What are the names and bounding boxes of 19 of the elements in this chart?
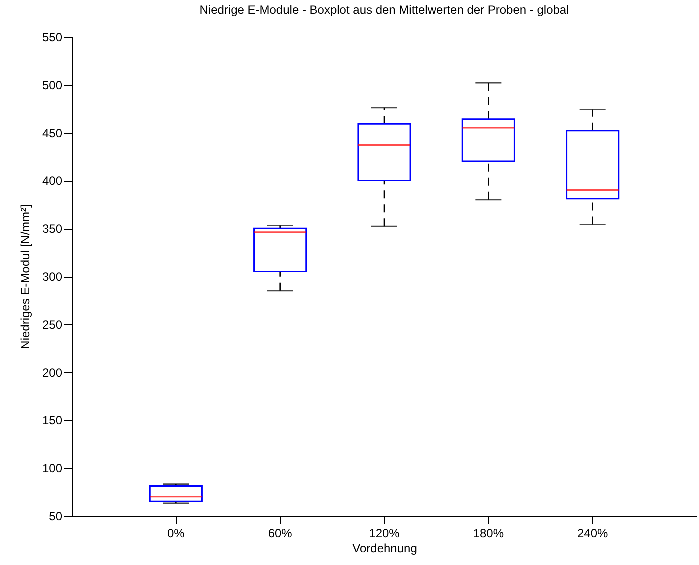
y-tick-label: 400 (42, 174, 63, 188)
y-tick-label: 350 (42, 222, 63, 236)
x-tick-label: 120% (369, 526, 400, 540)
x-tick-label: 180% (473, 526, 504, 540)
x-axis-title: Vordehnung (352, 542, 418, 556)
y-tick-label: 150 (42, 414, 63, 428)
y-tick-label: 250 (42, 318, 63, 332)
y-tick-label: 50 (49, 510, 63, 524)
x-tick-label: 0% (167, 526, 186, 540)
y-tick-label: 550 (42, 30, 63, 44)
y-tick-label: 100 (42, 462, 63, 476)
y-tick-label: 450 (42, 126, 63, 140)
x-tick-label: 60% (268, 526, 293, 540)
y-tick-label: 300 (42, 270, 63, 284)
y-tick-label: 200 (42, 366, 63, 380)
x-tick-label: 240% (577, 526, 609, 540)
y-tick-label: 500 (42, 78, 63, 92)
chart-title: Niedrige E-Module - Boxplot aus den Mittelwerten der Proben - global (200, 3, 570, 17)
y-axis-title: Niedriges E-Modul [N/mm²] (18, 204, 32, 350)
